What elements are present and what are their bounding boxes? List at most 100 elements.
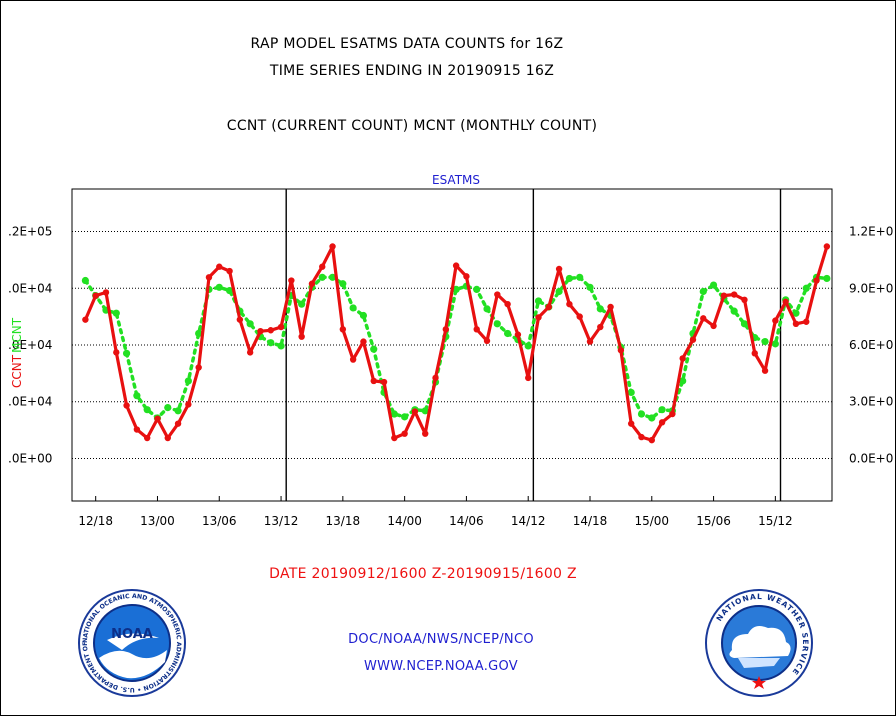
y-tick-label-left: .2E+05: [8, 225, 52, 239]
ccnt-data-point: [473, 326, 480, 333]
mcnt-data-point: [390, 410, 398, 418]
ccnt-data-point: [669, 410, 676, 418]
mcnt-data-point: [112, 309, 120, 317]
ccnt-data-point: [597, 323, 604, 331]
y-tick-label-left: .0E+04: [8, 395, 52, 409]
mcnt-data-point: [401, 413, 409, 421]
website-link[interactable]: WWW.NCEP.NOAA.GOV: [363, 659, 519, 674]
ccnt-data-point: [823, 243, 831, 250]
mcnt-data-point: [534, 297, 543, 305]
mcnt-series-line: [83, 275, 829, 420]
ccnt-data-point: [380, 378, 388, 386]
mcnt-data-point: [452, 285, 460, 294]
ccnt-data-point: [772, 317, 779, 324]
mcnt-data-point: [792, 309, 800, 317]
ccnt-data-point: [257, 327, 264, 335]
ccnt-data-point: [525, 374, 532, 382]
ccnt-data-point: [751, 350, 758, 357]
ccnt-data-point: [679, 355, 686, 362]
x-tick-label: 14/00: [387, 514, 422, 528]
x-tick-label: 13/06: [202, 514, 237, 528]
mcnt-data-point: [637, 410, 646, 418]
ccnt-data-point: [288, 277, 295, 284]
x-tick-label: 13/12: [264, 514, 299, 528]
ccnt-data-point: [185, 401, 192, 408]
x-tick-label: 13/00: [140, 514, 175, 528]
ccnt-data-point: [648, 436, 655, 444]
mcnt-data-point: [679, 377, 687, 385]
mcnt-data-point: [771, 340, 779, 348]
x-tick-label: 14/12: [511, 514, 546, 528]
mcnt-data-point: [709, 281, 718, 289]
ccnt-data-point: [514, 331, 522, 338]
ccnt-data-point: [494, 291, 501, 298]
ccnt-data-point: [710, 322, 717, 330]
ccnt-data-point: [267, 327, 274, 334]
y-tick-label-right: 3.0E+0: [849, 395, 893, 409]
ccnt-data-point: [576, 313, 583, 320]
ccnt-data-point: [308, 280, 316, 287]
date-range-label: DATE 20190912/1600 Z-20190915/1600 Z: [269, 566, 577, 582]
plot-title: ESATMS: [432, 173, 480, 187]
ccnt-data-point: [566, 300, 573, 308]
ccnt-data-point: [535, 314, 542, 321]
nws-logo: NATIONAL WEATHER SERVICE: [705, 589, 813, 697]
x-tick-label: 12/18: [78, 514, 113, 528]
mcnt-data-point: [421, 407, 429, 415]
y-axis-label-ccnt: CCNT: [10, 354, 24, 388]
ccnt-data-point: [143, 434, 151, 442]
mcnt-data-point: [81, 276, 89, 285]
mcnt-data-point: [565, 274, 573, 283]
ccnt-data-point: [761, 367, 769, 374]
mcnt-data-point: [359, 311, 368, 320]
ccnt-data-point: [720, 292, 728, 299]
ccnt-data-point: [298, 333, 305, 340]
x-tick-label: 13/18: [326, 514, 361, 528]
mcnt-data-point: [133, 392, 141, 400]
ccnt-data-point: [803, 318, 810, 325]
chart-title-line-3: CCNT (CURRENT COUNT) MCNT (MONTHLY COUNT…: [226, 118, 598, 134]
ccnt-data-point: [226, 267, 233, 275]
ccnt-data-point: [617, 347, 625, 354]
mcnt-data-point: [174, 407, 182, 415]
mcnt-data-point: [225, 286, 234, 295]
mcnt-data-point: [648, 414, 656, 422]
mcnt-data-point: [246, 320, 254, 328]
y-axis-label: CCNTMCNT: [10, 317, 24, 388]
ccnt-data-point: [782, 298, 789, 306]
ccnt-data-point: [113, 349, 120, 356]
mcnt-data-point: [164, 403, 172, 412]
ccnt-data-point: [370, 377, 377, 385]
mcnt-data-point: [823, 274, 831, 283]
chart-title-line-1: RAP MODEL ESATMS DATA COUNTS for 16Z: [250, 36, 564, 52]
mcnt-data-point: [504, 329, 512, 338]
y-tick-label-left: .0E+04: [8, 281, 52, 295]
x-tick-label: 15/00: [634, 514, 669, 528]
ccnt-data-point: [391, 434, 398, 442]
mcnt-data-point: [122, 349, 131, 357]
y-tick-label-right: 1.2E+0: [849, 225, 893, 239]
ccnt-data-point: [246, 349, 254, 356]
ccnt-data-point: [741, 296, 748, 304]
ccnt-data-point: [123, 402, 130, 409]
org-label: DOC/NOAA/NWS/NCEP/NCO: [348, 632, 534, 647]
ccnt-data-point: [638, 433, 645, 441]
y-tick-label-right: 0.0E+0: [849, 451, 893, 465]
ccnt-data-point: [483, 337, 491, 345]
y-tick-label-left: .0E+04: [8, 338, 52, 352]
ccnt-data-point: [463, 273, 470, 280]
ccnt-data-point: [432, 374, 439, 382]
mcnt-data-point: [555, 287, 563, 296]
x-tick-label: 15/12: [758, 514, 793, 528]
ccnt-data-point: [236, 316, 244, 323]
mcnt-data-point: [277, 342, 285, 350]
ccnt-data-point: [730, 291, 738, 298]
ccnt-data-point: [329, 243, 336, 250]
mcnt-data-point: [370, 345, 378, 353]
ccnt-data-point: [689, 336, 697, 343]
ccnt-data-point: [164, 434, 171, 442]
mcnt-data-point: [699, 287, 707, 296]
mcnt-data-point: [576, 273, 584, 281]
ccnt-data-point: [627, 420, 635, 427]
